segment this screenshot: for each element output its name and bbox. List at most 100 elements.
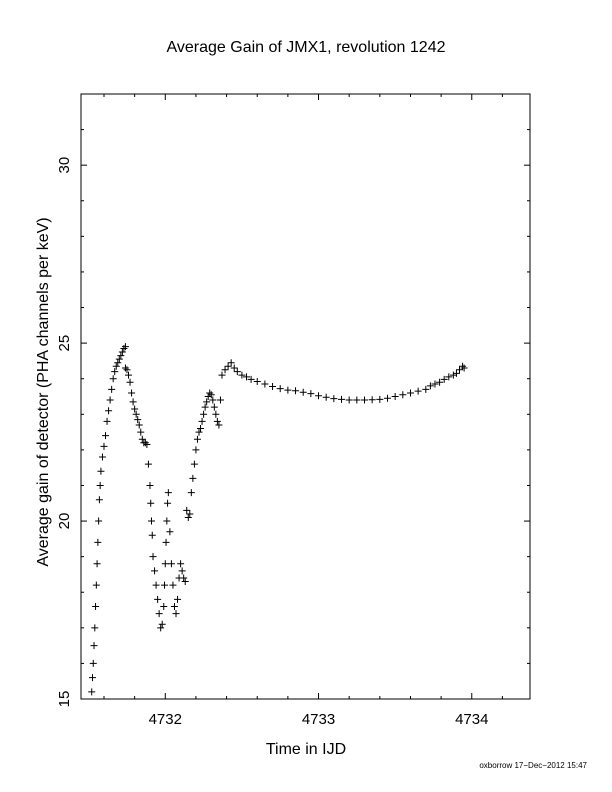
data-point <box>181 578 189 586</box>
data-point <box>105 407 113 415</box>
data-point <box>170 602 178 610</box>
data-point <box>284 386 292 394</box>
data-point <box>399 391 407 399</box>
data-point <box>144 460 152 468</box>
data-point <box>200 410 208 418</box>
data-point <box>353 396 361 404</box>
data-point <box>90 642 98 650</box>
data-point <box>94 538 102 546</box>
data-point <box>452 369 460 377</box>
data-point <box>195 428 203 436</box>
data-point <box>155 610 163 618</box>
data-point <box>147 499 155 507</box>
data-point <box>118 348 126 356</box>
data-point <box>253 378 261 386</box>
data-point <box>216 396 224 404</box>
data-point <box>164 499 172 507</box>
data-point <box>163 517 171 525</box>
data-point <box>100 442 108 450</box>
data-point <box>102 432 110 440</box>
data-point <box>292 387 300 395</box>
y-tick-label: 30 <box>56 157 73 174</box>
data-point <box>221 366 229 374</box>
data-point <box>233 368 241 376</box>
data-point <box>146 481 154 489</box>
data-point <box>141 439 149 447</box>
data-point <box>193 435 201 443</box>
data-point <box>88 674 96 682</box>
data-point <box>132 410 140 418</box>
data-point <box>166 528 174 536</box>
data-point <box>368 396 376 404</box>
data-point <box>135 421 143 429</box>
data-point <box>431 380 439 388</box>
data-point <box>345 396 353 404</box>
data-point <box>391 393 399 400</box>
data-point <box>92 602 100 610</box>
data-point <box>178 567 186 575</box>
data-points <box>88 343 468 696</box>
data-point <box>376 395 384 403</box>
x-tick-label: 4733 <box>302 711 335 728</box>
y-tick-label: 15 <box>56 691 73 708</box>
tick-labels: 4732 4733 4734 15 20 25 30 <box>56 157 488 728</box>
data-point <box>192 446 200 454</box>
data-point <box>197 425 205 433</box>
x-tick-label: 4732 <box>149 711 182 728</box>
data-point <box>157 624 165 632</box>
data-point <box>299 388 307 396</box>
data-point <box>210 403 218 411</box>
data-point <box>203 398 211 406</box>
y-tick-label: 25 <box>56 335 73 352</box>
data-point <box>460 364 468 372</box>
data-point <box>230 364 238 372</box>
data-point <box>269 383 277 391</box>
data-point <box>123 366 131 374</box>
data-point <box>426 382 434 390</box>
data-point <box>190 460 198 468</box>
data-point <box>129 398 137 406</box>
data-point <box>151 567 159 575</box>
data-point <box>406 389 414 397</box>
data-point <box>436 378 444 386</box>
data-point <box>160 602 168 610</box>
data-point <box>126 378 134 386</box>
data-point <box>93 560 101 568</box>
data-point <box>161 581 169 589</box>
data-point <box>422 385 430 393</box>
data-point <box>187 489 195 497</box>
data-point <box>109 375 117 383</box>
data-point <box>198 417 206 425</box>
data-point <box>152 581 160 589</box>
data-point <box>169 581 177 589</box>
footer-credit: oxborrow 17−Dec−2012 15:47 <box>479 761 587 770</box>
data-point <box>143 441 151 449</box>
data-point <box>117 352 125 360</box>
data-point <box>92 581 100 589</box>
data-point <box>106 396 114 404</box>
data-point <box>131 405 139 413</box>
data-point <box>247 375 255 383</box>
data-point <box>209 396 217 404</box>
data-point <box>315 392 323 400</box>
data-point <box>148 531 156 539</box>
data-point <box>213 417 221 425</box>
data-point <box>201 403 209 411</box>
data-point <box>138 435 146 443</box>
data-point <box>360 396 368 404</box>
data-point <box>95 517 103 525</box>
data-point <box>184 514 192 521</box>
data-point <box>383 394 391 402</box>
data-point <box>95 496 103 504</box>
data-point <box>224 362 232 370</box>
data-point <box>307 390 315 398</box>
data-point <box>207 391 215 399</box>
y-axis-label: Average gain of detector (PHA channels p… <box>35 217 52 566</box>
data-point <box>161 560 169 568</box>
data-point <box>108 385 116 393</box>
data-point <box>91 624 99 632</box>
data-point <box>261 380 269 388</box>
data-point <box>322 393 330 401</box>
data-point <box>162 538 170 546</box>
